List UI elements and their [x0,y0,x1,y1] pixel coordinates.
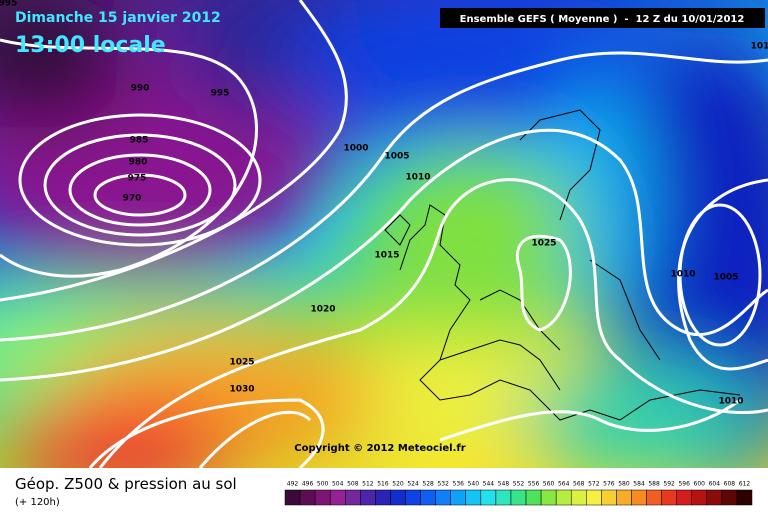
isobar-label: 995 [0,0,17,9]
colorbar-label: 524 [407,481,419,488]
colorbar-label: 604 [709,481,721,488]
colorbar-label: 612 [739,481,751,488]
colorbar-swatch [540,489,557,506]
colorbar-swatch [661,489,677,506]
isobar-label: 1010 [718,397,743,407]
isobar-label: 1015 [374,251,399,261]
colorbar-label: 592 [663,481,675,488]
colorbar-label: 512 [362,481,374,488]
colorbar-label: 532 [437,481,449,488]
field [0,0,768,468]
isobar-label: 980 [129,158,148,168]
colorbar-label: 496 [302,481,314,488]
colorbar-label: 568 [573,481,585,488]
isobar-label: 995 [211,89,230,99]
colorbar-label: 520 [392,481,404,488]
colorbar-swatch [616,489,632,506]
model-box [440,8,765,28]
isobar-labels: 995 990 995 985 980 975 970 1000 1005 1010 1015 102… [0,0,768,407]
colorbar-swatch [736,489,753,506]
colorbar-label: 528 [422,481,434,488]
copyright: Copyright © 2012 Meteociel.fr [294,443,465,454]
isobar-label: 1010 [670,270,695,280]
isobar-label: 1030 [229,385,254,395]
colorbar-label: 540 [468,481,480,488]
isobar-label: 990 [131,84,150,94]
isobar-label: 1025 [229,358,254,368]
colorbar-label: 576 [603,481,615,488]
colorbar-swatch [420,489,436,506]
colorbar-swatch [510,489,527,506]
colorbar-label: 500 [317,481,329,488]
colorbar-label: 552 [513,481,525,488]
isobar-label: 1000 [343,144,368,154]
colorbar-label: 516 [377,481,389,488]
colorbar-swatch [570,489,587,506]
colorbar-swatch [435,489,451,506]
colorbar-label: 544 [483,481,495,488]
date: Dimanche 15 janvier 2012 [15,10,221,26]
colorbar-swatch [646,489,662,506]
colorbar-label: 560 [543,481,555,488]
colorbar-swatch [676,489,692,506]
colorbar-swatch [284,489,301,506]
colorbar-label: 556 [528,481,540,488]
colorbar-label: 508 [347,481,359,488]
colorbar-label: 580 [618,481,630,488]
colorbar-swatch [299,489,316,506]
colorbar-swatch [390,489,406,506]
colorbar-swatch [586,489,602,506]
colorbar-label: 584 [633,481,645,488]
colorbar-swatch [721,489,738,506]
coastlines [384,109,741,421]
colorbar-swatch [405,489,421,506]
model-run: Ensemble GEFS ( Moyenne ) - 12 Z du 10/0… [460,14,745,25]
colorbar-swatch [631,489,647,506]
footer-lead: (+ 120h) [15,497,60,508]
isobar-label: 1010 [405,173,430,183]
isobar-label: 1005 [713,273,738,283]
isobar-label: 1005 [384,152,409,162]
colorbar-label: 564 [558,481,570,488]
colorbar-swatch [525,489,542,506]
colorbar-swatch [555,489,572,506]
colorbar-swatch [495,489,512,506]
colorbar-label: 492 [287,481,299,488]
isobar-label: 975 [128,174,147,184]
colorbar-swatch [450,489,467,506]
isobar-label: 985 [130,136,149,146]
isobar-label: 101 [751,42,768,52]
colorbar-swatch [601,489,617,506]
isobars [0,0,768,468]
isobar-label: 970 [123,194,142,204]
isobar-label: 1025 [531,239,556,249]
colorbar-swatch [691,489,708,506]
colorbar-swatch [465,489,482,506]
colorbar-label: 588 [648,481,660,488]
colorbar-label: 608 [724,481,736,488]
footer-title: Géop. Z500 & pression au sol [15,475,237,493]
colorbar-label: 596 [678,481,690,488]
colorbar-label: 600 [694,481,706,488]
colorbar-swatch [706,489,723,506]
colorbar-swatch [345,489,361,506]
colorbar-label: 548 [498,481,510,488]
colorbar: 492 496 500 504 508 512 516 520 524 528 532 536 540 5… [284,481,753,506]
colorbar-swatch [480,489,497,506]
colorbar-label: 504 [332,481,344,488]
isobar-label: 1020 [310,305,335,315]
colorbar-swatch [314,489,331,506]
time: 13:00 locale [15,33,166,58]
colorbar-swatch [360,489,376,506]
colorbar-label: 536 [453,481,465,488]
colorbar-label: 572 [588,481,600,488]
colorbar-swatch [329,489,346,506]
colorbar-swatch [375,489,391,506]
